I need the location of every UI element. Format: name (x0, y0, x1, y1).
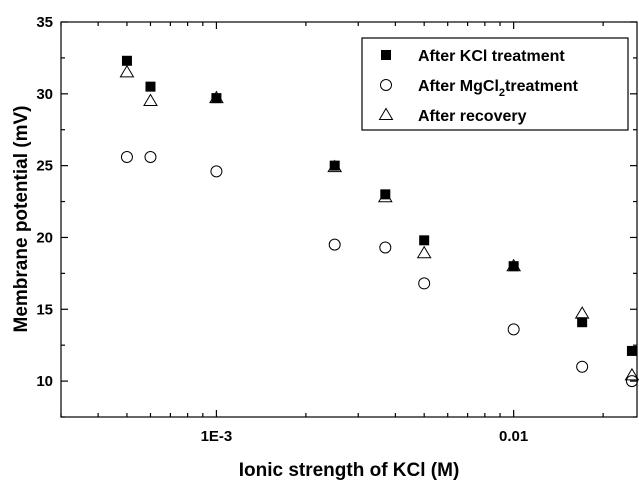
kcl-point (380, 189, 391, 200)
kcl-point (145, 81, 156, 92)
mgcl2-point (210, 165, 223, 178)
mgcl2-point (625, 375, 638, 388)
recovery-point (143, 93, 158, 107)
y-axis-title: Membrane potential (mV) (11, 106, 32, 333)
legend-box (361, 37, 629, 131)
y-tick-label: 20 (36, 229, 53, 246)
kcl-point (121, 55, 132, 66)
mgcl2-point (507, 323, 520, 336)
recovery-point (416, 245, 432, 259)
x-tick-label: 0.01 (499, 428, 528, 445)
recovery-point (506, 258, 522, 272)
y-tick-label: 25 (36, 158, 53, 175)
legend: After KCl treatment After MgCl2treatment A… (361, 37, 629, 131)
mgcl2-point (576, 360, 589, 373)
mgcl2-point (379, 241, 392, 254)
legend-circle-icon (380, 79, 392, 91)
plot-frame (60, 21, 638, 418)
kcl-point (577, 317, 588, 328)
mgcl2-point (328, 238, 341, 251)
recovery-point (574, 306, 590, 319)
kcl-point (329, 160, 340, 171)
kcl-point (211, 93, 222, 104)
legend-label: After MgCl2treatment (418, 78, 579, 99)
recovery-point (624, 367, 639, 381)
recovery-point (209, 90, 224, 104)
data-marks (119, 55, 639, 388)
legend-triangle-icon (378, 107, 394, 121)
x-axis-title: Ionic strength of KCl (M) (239, 460, 460, 481)
y-tick-label: 15 (36, 301, 53, 318)
legend-label: After KCl treatment (418, 48, 565, 65)
kcl-point (508, 261, 519, 272)
y-tick-label: 30 (36, 86, 53, 103)
kcl-point (626, 345, 637, 356)
recovery-point (327, 159, 343, 173)
mgcl2-point (120, 151, 133, 164)
y-tick-label: 35 (36, 14, 53, 31)
y-tick-label: 10 (36, 373, 53, 390)
mgcl2-point (144, 151, 157, 164)
legend-square-icon (381, 50, 391, 60)
x-tick-label: 1E-3 (201, 428, 233, 445)
kcl-point (419, 235, 430, 246)
legend-label: After recovery (418, 108, 527, 125)
mgcl2-point (418, 277, 431, 290)
recovery-point (119, 64, 135, 78)
axis-ticks: 10 15 20 25 30 35 1E-3 0.01 (36, 14, 637, 445)
recovery-point (377, 189, 393, 203)
